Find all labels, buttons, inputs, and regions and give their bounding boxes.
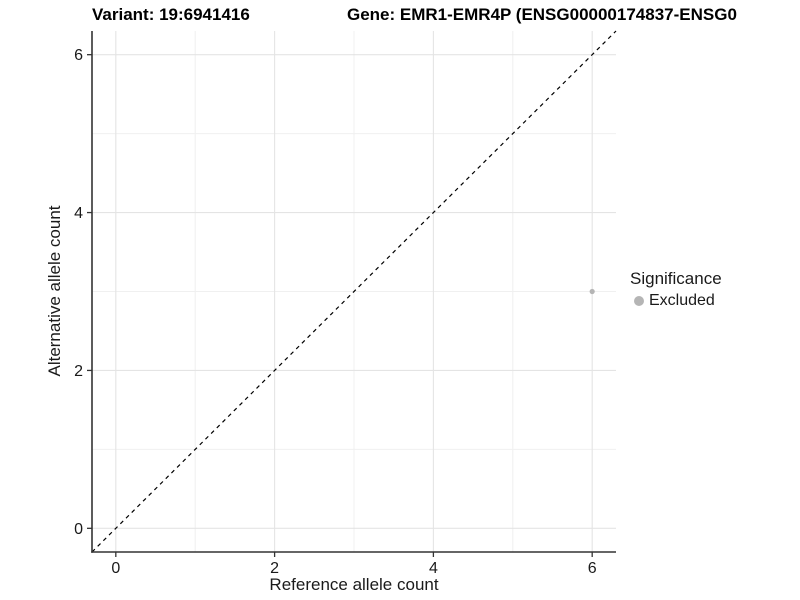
x-tick-label: 6 [588, 560, 597, 577]
legend-item-excluded: Excluded [634, 291, 722, 311]
gene-title: Gene: EMR1-EMR4P (ENSG00000174837-ENSG0 [347, 5, 737, 24]
y-tick-label: 2 [74, 363, 83, 380]
y-axis-title: Alternative allele count [45, 205, 64, 377]
legend-point-icon [634, 296, 644, 306]
legend-title: Significance [630, 269, 722, 288]
identity-line [91, 30, 617, 553]
x-tick-label: 0 [111, 560, 120, 577]
y-tick-label: 4 [74, 205, 83, 222]
legend: Significance Excluded [630, 268, 722, 311]
y-tick-label: 6 [74, 47, 83, 64]
x-axis-title: Reference allele count [269, 575, 439, 594]
x-tick-label: 4 [429, 560, 438, 577]
variant-title: Variant: 19:6941416 [92, 5, 250, 24]
legend-item-label: Excluded [649, 292, 715, 309]
data-point [589, 288, 595, 295]
x-tick-label: 2 [270, 560, 279, 577]
y-tick-label: 0 [74, 521, 83, 538]
